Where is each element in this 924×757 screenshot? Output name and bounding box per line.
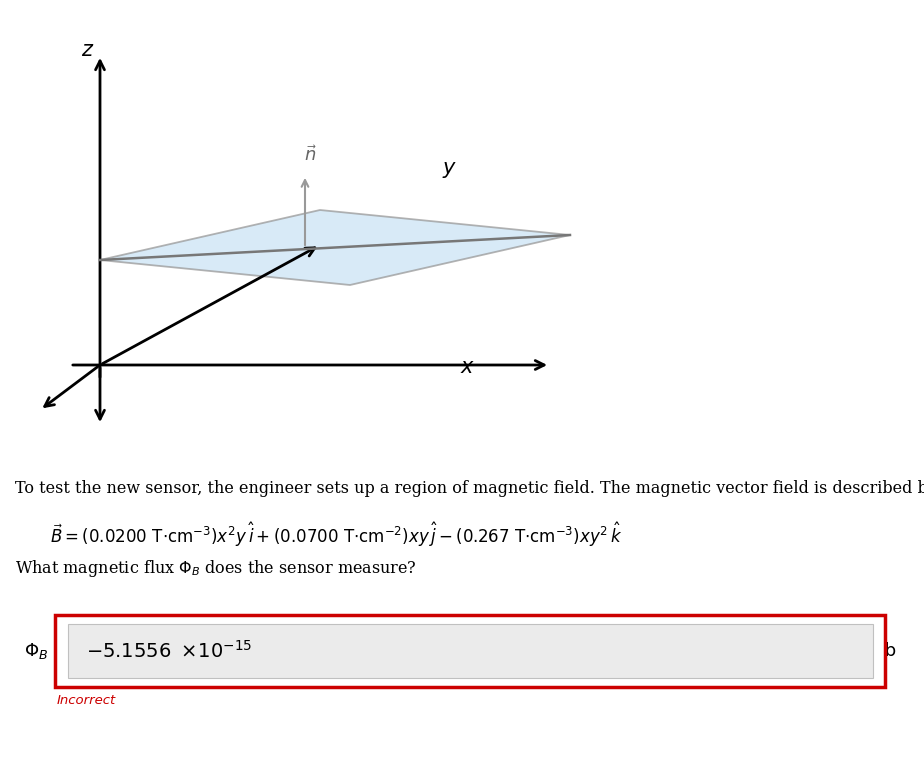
Polygon shape <box>100 210 570 285</box>
Text: $x$: $x$ <box>460 357 475 377</box>
Text: $\Phi_B\ =$: $\Phi_B\ =$ <box>24 641 72 661</box>
Text: Incorrect: Incorrect <box>57 694 116 707</box>
Bar <box>68 624 873 678</box>
Text: To test the new sensor, the engineer sets up a region of magnetic field. The mag: To test the new sensor, the engineer set… <box>15 480 924 497</box>
Text: $-5.1556\ \times\!10^{-15}$: $-5.1556\ \times\!10^{-15}$ <box>86 640 252 662</box>
Text: What magnetic flux $\Phi_B$ does the sensor measure?: What magnetic flux $\Phi_B$ does the sen… <box>15 558 417 579</box>
Text: $z$: $z$ <box>81 40 94 60</box>
Text: $\vec{B} = \left(0.0200\ \mathrm{T{\cdot}cm^{-3}}\right)x^2y\,\hat{i} + \left(0.: $\vec{B} = \left(0.0200\ \mathrm{T{\cdot… <box>50 520 623 549</box>
Text: $\vec{n}$: $\vec{n}$ <box>304 145 316 165</box>
Text: Wb: Wb <box>868 642 897 660</box>
Bar <box>55 615 885 687</box>
Text: $y$: $y$ <box>442 160 457 180</box>
